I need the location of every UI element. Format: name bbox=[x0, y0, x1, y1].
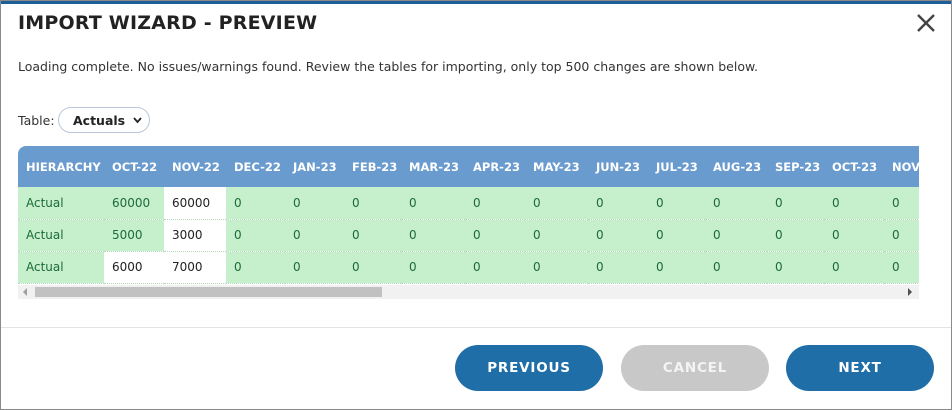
scroll-right[interactable] bbox=[907, 288, 913, 296]
value-cell: 0 bbox=[525, 219, 588, 252]
value-cell: 7000 bbox=[164, 251, 226, 284]
column-header: DEC-22 bbox=[226, 146, 285, 187]
column-header: FEB-23 bbox=[344, 146, 401, 187]
value-cell: 5000 bbox=[104, 219, 164, 252]
header-row: HIERARCHY OCT-22 NOV-22 DEC-22 JAN-23 FEB-23 M… bbox=[18, 146, 919, 187]
scroll-thumb[interactable] bbox=[35, 287, 382, 297]
value-cell: 0 bbox=[525, 251, 588, 284]
value-cell: 0 bbox=[648, 187, 705, 220]
value-cell: 0 bbox=[648, 251, 705, 284]
value-cell: 0 bbox=[465, 187, 525, 220]
column-header: JAN-23 bbox=[285, 146, 344, 187]
column-header: JUL-23 bbox=[648, 146, 705, 187]
column-header: MAR-23 bbox=[401, 146, 465, 187]
column-header: NOV-22 bbox=[164, 146, 226, 187]
column-header: HIERARCHY bbox=[18, 146, 104, 187]
column-header: APR-23 bbox=[465, 146, 525, 187]
value-cell: 0 bbox=[705, 219, 767, 252]
value-cell: 0 bbox=[285, 187, 344, 220]
table-row: Actual 60000 60000 0 0 0 0 0 0 0 0 0 0 0 0 bbox=[18, 187, 919, 220]
dialog-title: IMPORT WIZARD - PREVIEW bbox=[18, 12, 318, 34]
value-cell: 0 bbox=[226, 187, 285, 220]
value-cell: 0 bbox=[767, 219, 824, 252]
column-header: OCT-23 bbox=[824, 146, 884, 187]
preview-table: HIERARCHY OCT-22 NOV-22 DEC-22 JAN-23 FEB-23 M… bbox=[18, 146, 919, 285]
value-cell: 60000 bbox=[104, 187, 164, 220]
value-cell: 0 bbox=[824, 251, 884, 284]
value-cell: 0 bbox=[285, 251, 344, 284]
previous-button[interactable]: PREVIOUS bbox=[455, 345, 603, 391]
hierarchy-cell: Actual bbox=[18, 187, 104, 220]
hierarchy-cell: Actual bbox=[18, 251, 104, 284]
value-cell: 0 bbox=[401, 219, 465, 252]
value-cell: 0 bbox=[705, 187, 767, 220]
value-cell: 0 bbox=[344, 219, 401, 252]
value-cell: 0 bbox=[285, 219, 344, 252]
value-cell: 0 bbox=[767, 187, 824, 220]
value-cell: 0 bbox=[705, 251, 767, 284]
cancel-button[interactable]: CANCEL bbox=[621, 345, 769, 391]
table-dropdown[interactable]: Actuals bbox=[58, 107, 150, 133]
hierarchy-cell: Actual bbox=[18, 219, 104, 252]
table: HIERARCHY OCT-22 NOV-22 DEC-22 JAN-23 FEB-23 M… bbox=[18, 146, 919, 284]
column-header: SEP-23 bbox=[767, 146, 824, 187]
value-cell: 0 bbox=[824, 219, 884, 252]
value-cell: 0 bbox=[767, 251, 824, 284]
value-cell: 60000 bbox=[164, 187, 226, 220]
divider bbox=[1, 327, 951, 328]
value-cell: 0 bbox=[401, 187, 465, 220]
value-cell: 3000 bbox=[164, 219, 226, 252]
status-message: Loading complete. No issues/warnings fou… bbox=[18, 59, 759, 74]
value-cell: 0 bbox=[401, 251, 465, 284]
column-header: NOV-23 bbox=[884, 146, 919, 187]
value-cell: 0 bbox=[884, 219, 919, 252]
value-cell: 0 bbox=[824, 187, 884, 220]
column-header: OCT-22 bbox=[104, 146, 164, 187]
value-cell: 0 bbox=[588, 219, 648, 252]
dropdown-arrow bbox=[133, 117, 142, 124]
value-cell: 0 bbox=[525, 187, 588, 220]
column-header: MAY-23 bbox=[525, 146, 588, 187]
value-cell: 0 bbox=[465, 219, 525, 252]
value-cell: 6000 bbox=[104, 251, 164, 284]
value-cell: 0 bbox=[465, 251, 525, 284]
value-cell: 0 bbox=[884, 187, 919, 220]
value-cell: 0 bbox=[648, 219, 705, 252]
value-cell: 0 bbox=[226, 251, 285, 284]
value-cell: 0 bbox=[588, 187, 648, 220]
horizontal-scrollbar[interactable] bbox=[18, 285, 919, 299]
dropdown-value: Actuals bbox=[73, 113, 126, 128]
value-cell: 0 bbox=[344, 187, 401, 220]
value-cell: 0 bbox=[588, 251, 648, 284]
table-row: Actual 5000 3000 0 0 0 0 0 0 0 0 0 0 0 0 bbox=[18, 219, 919, 252]
scroll-left[interactable] bbox=[22, 288, 28, 296]
table-row: Actual 6000 7000 0 0 0 0 0 0 0 0 0 0 0 0 bbox=[18, 251, 919, 284]
value-cell: 0 bbox=[226, 219, 285, 252]
column-header: JUN-23 bbox=[588, 146, 648, 187]
table-label: Table: bbox=[18, 113, 55, 128]
value-cell: 0 bbox=[884, 251, 919, 284]
value-cell: 0 bbox=[344, 251, 401, 284]
column-header: AUG-23 bbox=[705, 146, 767, 187]
top-bar bbox=[1, 1, 951, 4]
close-button[interactable] bbox=[916, 13, 936, 33]
next-button[interactable]: NEXT bbox=[786, 345, 934, 391]
